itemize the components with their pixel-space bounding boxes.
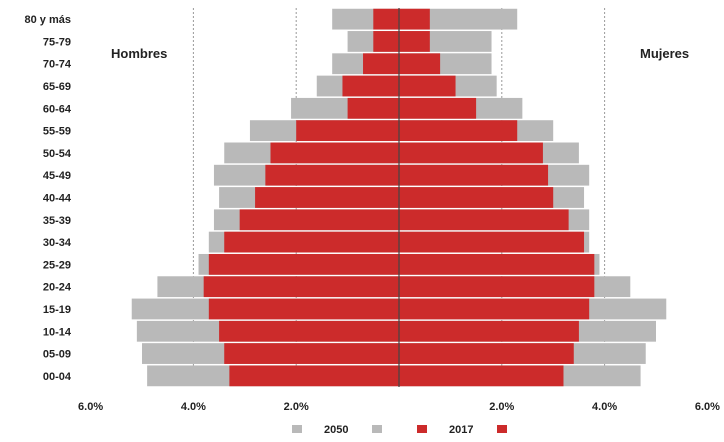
bar-2017-mujeres [399,75,456,97]
x-tick-label: 2.0% [284,401,309,413]
legend-label: 2017 [449,424,473,436]
x-tick-label: 6.0% [78,401,103,413]
legend-swatch [417,425,427,433]
y-axis-labels: 80 y más 75-79 70-74 65-69 60-64 55-59 50-54 45… [25,14,72,383]
bar-2017-mujeres [399,31,430,52]
y-tick-label: 05-09 [43,349,71,361]
y-tick-label: 30-34 [43,237,72,249]
bar-2017-mujeres [399,253,595,275]
bar-2017-hombres [229,365,399,387]
y-tick-label: 80 y más [25,14,71,26]
bar-2017-hombres [219,320,399,342]
bar-2017-hombres [224,343,399,364]
y-tick-label: 20-24 [43,282,72,294]
mujeres-label: Mujeres [640,46,689,61]
bar-2017-mujeres [399,187,554,208]
hombres-label: Hombres [111,46,167,61]
bar-2017-hombres [342,75,399,97]
y-tick-label: 60-64 [43,103,72,115]
bar-2017-mujeres [399,53,441,75]
x-tick-label: 2.0% [489,401,514,413]
legend-label: 2050 [324,424,348,436]
y-tick-label: 35-39 [43,215,71,227]
legend-swatch [292,425,302,433]
bar-2017-hombres [347,97,399,119]
bar-2017-mujeres [399,298,590,320]
bar-2017-hombres [296,120,399,142]
x-tick-label: 6.0% [695,401,720,413]
bar-2017-mujeres [399,142,543,164]
y-tick-label: 55-59 [43,126,71,138]
bar-2017-hombres [208,253,399,275]
bar-2017-mujeres [399,120,518,142]
y-tick-label: 65-69 [43,81,71,93]
bar-2017-mujeres [399,164,549,186]
legend: 2050 2017 [292,424,507,436]
x-tick-label: 4.0% [181,401,206,413]
y-tick-label: 45-49 [43,170,71,182]
bar-2017-mujeres [399,8,430,30]
bar-2017-hombres [255,187,399,208]
bar-2017-mujeres [399,209,569,231]
bar-2017-mujeres [399,97,477,119]
bar-2017-hombres [373,31,399,52]
series-2017 [203,8,595,387]
bar-2017-mujeres [399,320,579,342]
y-tick-label: 15-19 [43,304,71,316]
x-tick-label: 4.0% [592,401,617,413]
bar-2017-hombres [208,298,399,320]
bar-2017-mujeres [399,365,564,387]
y-tick-label: 40-44 [43,193,72,205]
legend-swatch [372,425,382,433]
bar-2017-mujeres [399,231,585,253]
bar-2017-hombres [373,8,399,30]
bar-2017-hombres [265,164,399,186]
y-tick-label: 25-29 [43,259,71,271]
y-tick-label: 50-54 [43,148,72,160]
bar-2017-hombres [224,231,399,253]
y-tick-label: 10-14 [43,326,72,338]
y-tick-label: 70-74 [43,59,72,71]
bar-2017-mujeres [399,343,574,364]
y-tick-label: 00-04 [43,371,72,383]
bar-2017-hombres [203,276,399,298]
bar-2017-mujeres [399,276,595,298]
bar-2017-hombres [363,53,399,75]
legend-swatch [497,425,507,433]
bar-2017-hombres [270,142,399,164]
y-tick-label: 75-79 [43,36,71,48]
x-axis-ticks: 6.0% 4.0% 2.0% 2.0% 4.0% 6.0% [78,401,720,413]
bar-2017-hombres [239,209,399,231]
